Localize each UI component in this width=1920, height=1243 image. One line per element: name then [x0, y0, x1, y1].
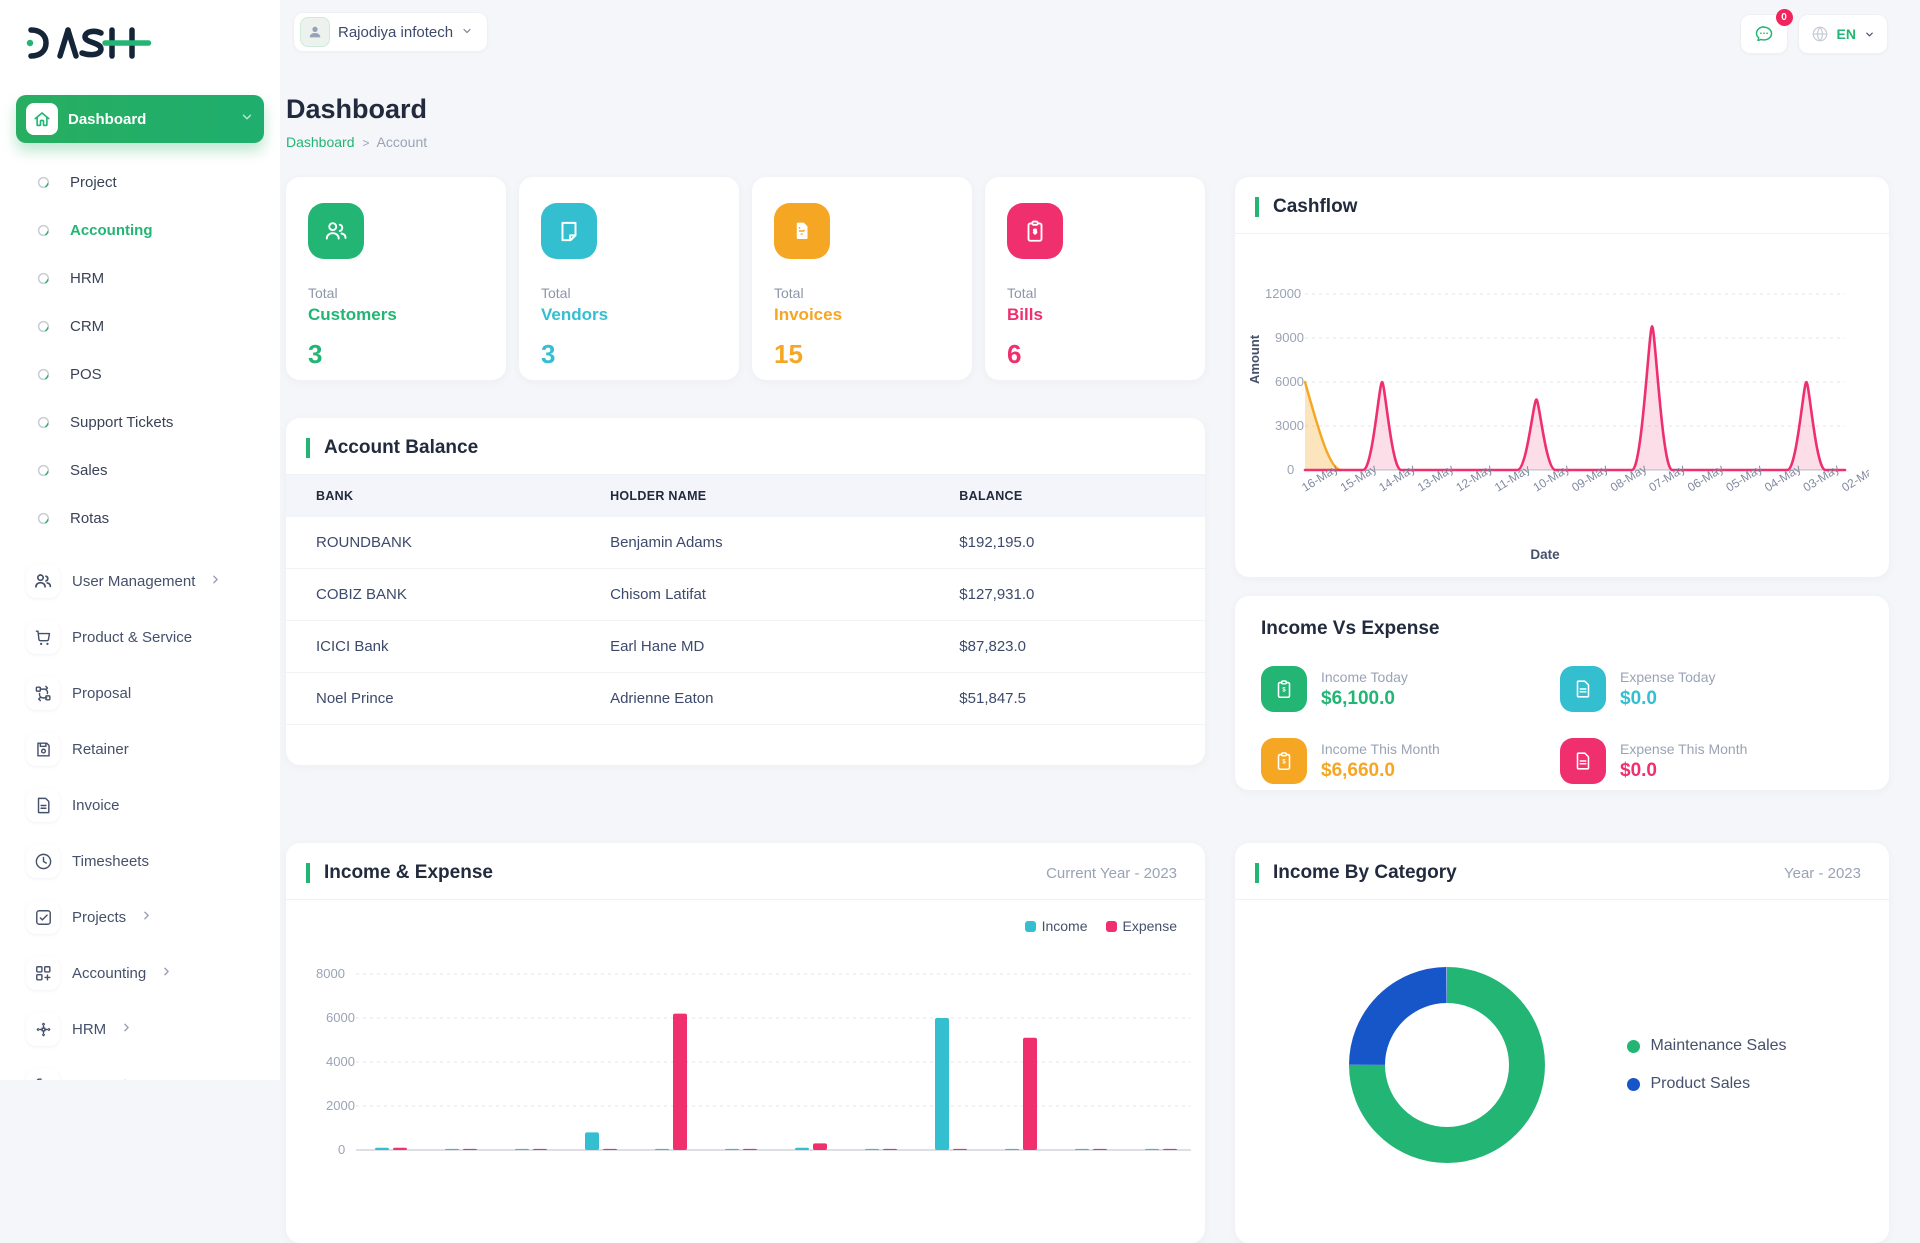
svg-text:12-May: 12-May	[1453, 461, 1494, 494]
svg-text:05-May: 05-May	[1723, 461, 1764, 494]
svg-text:$: $	[1033, 228, 1037, 235]
svg-text:6000: 6000	[1275, 374, 1304, 389]
svg-text:4000: 4000	[326, 1054, 355, 1069]
svg-text:3000: 3000	[1275, 418, 1304, 433]
svg-text:0: 0	[338, 1142, 345, 1157]
svg-text:Amount: Amount	[1247, 334, 1262, 384]
svg-text:$: $	[1282, 759, 1286, 765]
svg-text:04-May: 04-May	[1762, 461, 1803, 494]
svg-text:06-May: 06-May	[1685, 461, 1726, 494]
svg-text:11-May: 11-May	[1492, 462, 1533, 495]
svg-text:08-May: 08-May	[1608, 461, 1649, 494]
svg-text:2000: 2000	[326, 1098, 355, 1113]
svg-text:0: 0	[1287, 462, 1294, 477]
svg-text:Date: Date	[1530, 547, 1560, 562]
svg-text:02-May: 02-May	[1839, 461, 1869, 494]
svg-text:6000: 6000	[326, 1010, 355, 1025]
svg-text:8000: 8000	[316, 966, 345, 981]
svg-text:15-May: 15-May	[1338, 461, 1379, 494]
svg-text:13-May: 13-May	[1415, 461, 1456, 494]
svg-text:09-May: 09-May	[1569, 461, 1610, 494]
svg-text:9000: 9000	[1275, 330, 1304, 345]
svg-text:12000: 12000	[1265, 286, 1301, 301]
svg-text:$: $	[1282, 687, 1286, 693]
